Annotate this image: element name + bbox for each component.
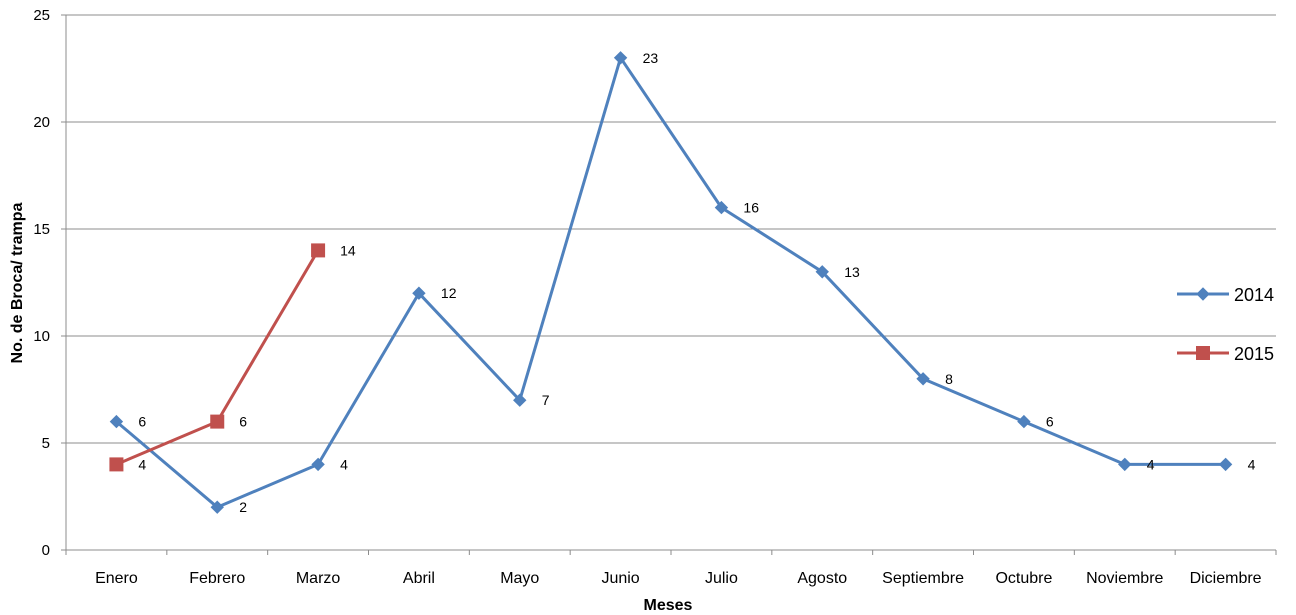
data-point-2014 <box>412 286 426 300</box>
data-label-2014: 4 <box>340 456 348 472</box>
y-tick-labels: 0 5 10 15 20 25 <box>33 7 50 559</box>
data-point-2014 <box>311 457 325 472</box>
data-label-2014: 12 <box>441 285 457 301</box>
series-line-2014 <box>115 56 1226 509</box>
x-tick-labels: Enero Febrero Marzo Abril Mayo Junio Julio Agos… <box>95 570 1262 587</box>
data-point-2014 <box>1017 414 1031 429</box>
x-tick-label: Marzo <box>296 570 341 587</box>
data-point-2015 <box>210 414 225 429</box>
gridlines <box>66 14 1276 444</box>
data-point-2014 <box>714 200 729 215</box>
data-label-2014: 2 <box>239 499 247 515</box>
x-tick-label: Agosto <box>797 570 847 587</box>
axes <box>61 14 1277 555</box>
y-axis-title: No. de Broca/ trampa <box>9 202 26 363</box>
data-point-2014 <box>513 393 527 407</box>
legend-label: 2014 <box>1234 285 1274 305</box>
data-point-2014 <box>1218 457 1233 472</box>
data-label-2014: 8 <box>945 371 953 387</box>
y-tick-label: 15 <box>33 221 50 238</box>
y-tick-label: 10 <box>33 328 50 345</box>
y-tick-label: 20 <box>33 114 50 131</box>
x-tick-label: Junio <box>601 570 639 587</box>
data-point-2014 <box>109 414 124 429</box>
data-labels: 6 2 4 12 7 23 16 13 8 6 4 4 4 6 14 <box>138 50 1255 515</box>
data-label-2014: 6 <box>138 414 146 430</box>
x-axis-title: Meses <box>644 597 693 614</box>
data-label-2014: 4 <box>1147 456 1155 472</box>
series-line-2015 <box>115 249 320 466</box>
y-tick-label: 0 <box>42 542 50 559</box>
legend-label: 2015 <box>1234 344 1274 364</box>
x-tick-label: Abril <box>403 570 435 587</box>
x-tick-label: Septiembre <box>882 570 964 587</box>
data-point-2014 <box>1118 457 1132 472</box>
legend-marker <box>1196 346 1210 360</box>
data-label-2014: 6 <box>1046 414 1054 430</box>
data-label-2015: 4 <box>138 456 146 472</box>
legend-marker <box>1196 287 1210 301</box>
data-label-2015: 6 <box>239 414 247 430</box>
series <box>109 51 1233 514</box>
legend-item-2015: 2015 <box>1177 344 1274 364</box>
data-point-2014 <box>916 372 930 386</box>
data-label-2015: 14 <box>340 242 356 258</box>
data-label-2014: 4 <box>1248 456 1256 472</box>
legend: 2014 2015 <box>1177 285 1274 364</box>
data-point-2014 <box>210 500 224 514</box>
y-tick-label: 5 <box>42 435 50 452</box>
data-label-2014: 23 <box>643 50 659 66</box>
x-tick-label: Febrero <box>189 570 245 587</box>
data-label-2014: 7 <box>542 392 550 408</box>
x-tick-label: Enero <box>95 570 138 587</box>
legend-item-2014: 2014 <box>1177 285 1274 305</box>
data-point-2015 <box>311 243 326 258</box>
data-label-2014: 13 <box>844 264 860 280</box>
x-tick-label: Noviembre <box>1086 570 1163 587</box>
x-tick-label: Julio <box>705 570 738 587</box>
x-tick-label: Octubre <box>995 570 1052 587</box>
data-point-2014 <box>613 51 628 65</box>
data-label-2014: 16 <box>743 200 759 216</box>
y-tick-label: 25 <box>33 7 50 24</box>
data-point-2014 <box>815 265 829 279</box>
x-tick-label: Diciembre <box>1190 570 1262 587</box>
x-tick-label: Mayo <box>500 570 539 587</box>
data-point-2015 <box>109 457 124 472</box>
